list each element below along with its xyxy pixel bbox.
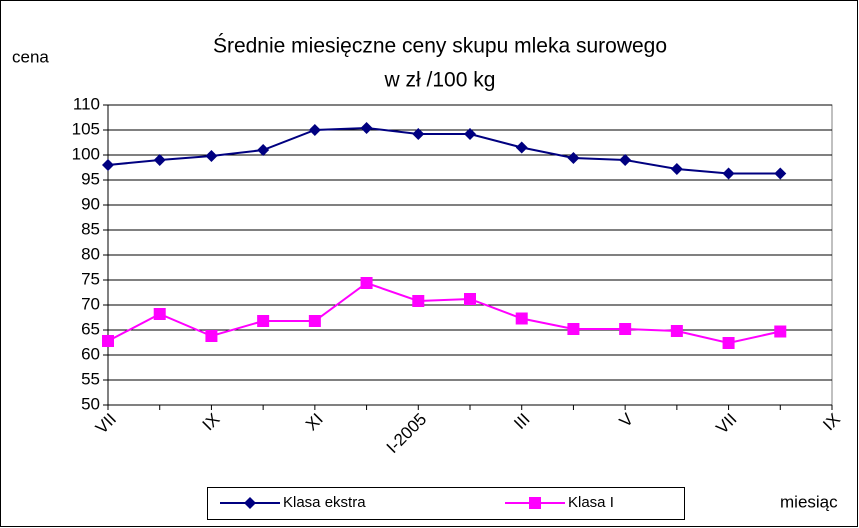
data-point bbox=[619, 323, 632, 335]
data-point bbox=[412, 128, 425, 140]
y-tick-label: 90 bbox=[81, 194, 100, 213]
data-point bbox=[722, 167, 735, 180]
data-point bbox=[670, 163, 683, 175]
y-tick-label: 70 bbox=[81, 294, 100, 313]
data-point bbox=[308, 315, 321, 327]
y-tick-label: 55 bbox=[81, 369, 100, 388]
data-point bbox=[102, 159, 114, 171]
data-point bbox=[567, 323, 580, 335]
data-point bbox=[153, 154, 166, 166]
x-axis-label: miesiąc bbox=[780, 492, 838, 511]
data-point bbox=[774, 325, 787, 338]
legend-label: Klasa ekstra bbox=[283, 494, 366, 511]
y-axis-label: cena bbox=[12, 47, 49, 66]
data-point bbox=[257, 315, 270, 327]
data-point bbox=[102, 335, 114, 347]
legend-marker bbox=[244, 497, 256, 509]
data-point bbox=[205, 330, 218, 342]
data-point bbox=[774, 167, 787, 180]
y-tick-label: 80 bbox=[81, 244, 100, 263]
chart-title: Średnie miesięczne ceny skupu mleka suro… bbox=[213, 34, 667, 58]
chart-subtitle: w zł /100 kg bbox=[384, 69, 496, 92]
data-point bbox=[464, 293, 476, 305]
y-tick-label: 110 bbox=[73, 94, 100, 113]
series-line bbox=[107, 126, 781, 175]
data-point bbox=[515, 141, 528, 154]
data-point bbox=[464, 128, 476, 140]
data-point bbox=[412, 295, 425, 307]
data-point bbox=[567, 152, 580, 164]
data-point bbox=[619, 154, 632, 166]
y-tick-label: 85 bbox=[81, 219, 100, 238]
y-tick-label: 50 bbox=[81, 394, 100, 413]
series-line bbox=[107, 281, 781, 345]
data-point bbox=[308, 124, 321, 136]
legend-box bbox=[207, 487, 685, 520]
data-point bbox=[257, 144, 270, 156]
legend-marker bbox=[529, 497, 541, 509]
data-point bbox=[205, 150, 218, 162]
data-point bbox=[360, 277, 373, 289]
y-tick-label: 105 bbox=[72, 119, 100, 138]
y-tick-label: 75 bbox=[81, 269, 100, 288]
legend-label: Klasa I bbox=[568, 494, 614, 511]
y-tick-label: 95 bbox=[81, 169, 100, 188]
data-point bbox=[360, 122, 373, 134]
data-point bbox=[722, 337, 735, 349]
data-point bbox=[670, 325, 683, 337]
data-point bbox=[515, 312, 528, 325]
y-tick-label: 60 bbox=[81, 344, 100, 363]
data-point bbox=[153, 308, 166, 320]
y-tick-label: 65 bbox=[81, 319, 100, 338]
y-tick-label: 100 bbox=[72, 144, 100, 163]
